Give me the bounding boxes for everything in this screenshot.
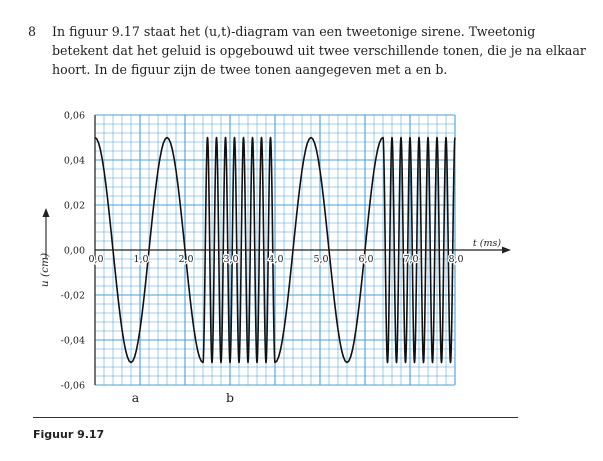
tone-label: b	[226, 390, 234, 405]
y-axis-label-group: u (cm)	[39, 253, 51, 287]
x-tick-label: 5,0	[313, 254, 328, 265]
x-tick-label: 8,0	[448, 254, 463, 265]
exercise-number: 8	[28, 24, 37, 39]
x-tick-label: 1,0	[133, 254, 148, 265]
y-tick-label: -0,02	[61, 291, 85, 302]
x-tick-labels: 0,0 1,0 2,0 3,0 4,0 5,0 6,0 7,0 8,0	[87, 253, 465, 267]
y-axis-arrow-icon	[42, 208, 50, 217]
caption-rule	[33, 417, 518, 418]
waveform	[94, 136, 456, 364]
y-tick-label: 0,00	[64, 246, 85, 257]
x-tick-label: 2,0	[178, 254, 193, 265]
tone-label: a	[132, 390, 140, 405]
y-tick-label: -0,04	[61, 336, 85, 347]
figure-caption: Figuur 9.17	[33, 428, 105, 441]
x-tick-label: 7,0	[403, 254, 418, 265]
x-axis-arrow-icon	[502, 246, 511, 254]
x-tick-label: 6,0	[358, 254, 373, 265]
y-tick-label: 0,02	[64, 201, 85, 212]
chart-axes	[42, 115, 511, 385]
x-tick-label: 0,0	[88, 254, 103, 265]
y-tick-labels: 0,06 0,04 0,02 0,00 -0,02 -0,04 -0,06	[61, 111, 85, 392]
x-tick-label: 4,0	[268, 254, 283, 265]
x-axis-label: t (ms)	[473, 238, 501, 249]
x-tick-label: 3,0	[223, 254, 238, 265]
exercise-text: In figuur 9.17 staat het (u,t)-diagram v…	[52, 24, 586, 77]
y-tick-label: -0,06	[61, 381, 85, 392]
waveform-line	[94, 136, 456, 364]
y-tick-label: 0,06	[64, 111, 85, 122]
y-tick-label: 0,04	[64, 156, 85, 167]
y-axis-label: u (cm)	[39, 253, 51, 287]
